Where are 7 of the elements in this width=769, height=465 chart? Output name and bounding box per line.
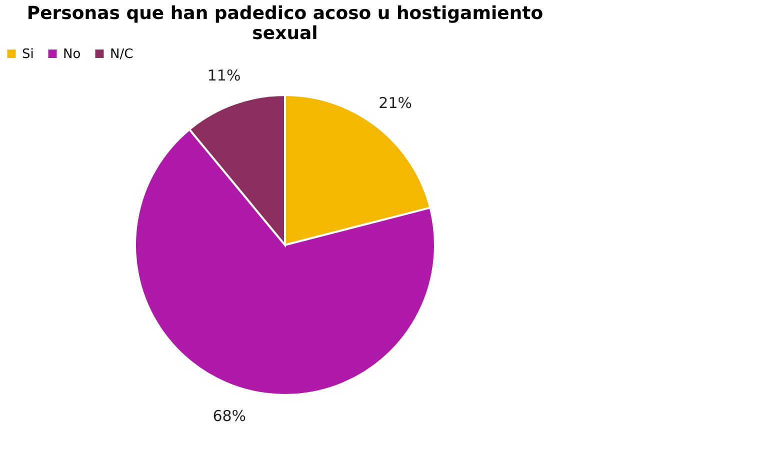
data-label: 68% (212, 407, 246, 426)
legend-label: N/C (110, 46, 134, 62)
data-label: 21% (378, 94, 412, 112)
legend-label: No (63, 46, 81, 62)
chart-title: Personas que han padedico acoso u hostigamiento sexual (26, 3, 544, 44)
data-label: 11% (207, 66, 241, 85)
legend-label: Si (22, 46, 34, 62)
